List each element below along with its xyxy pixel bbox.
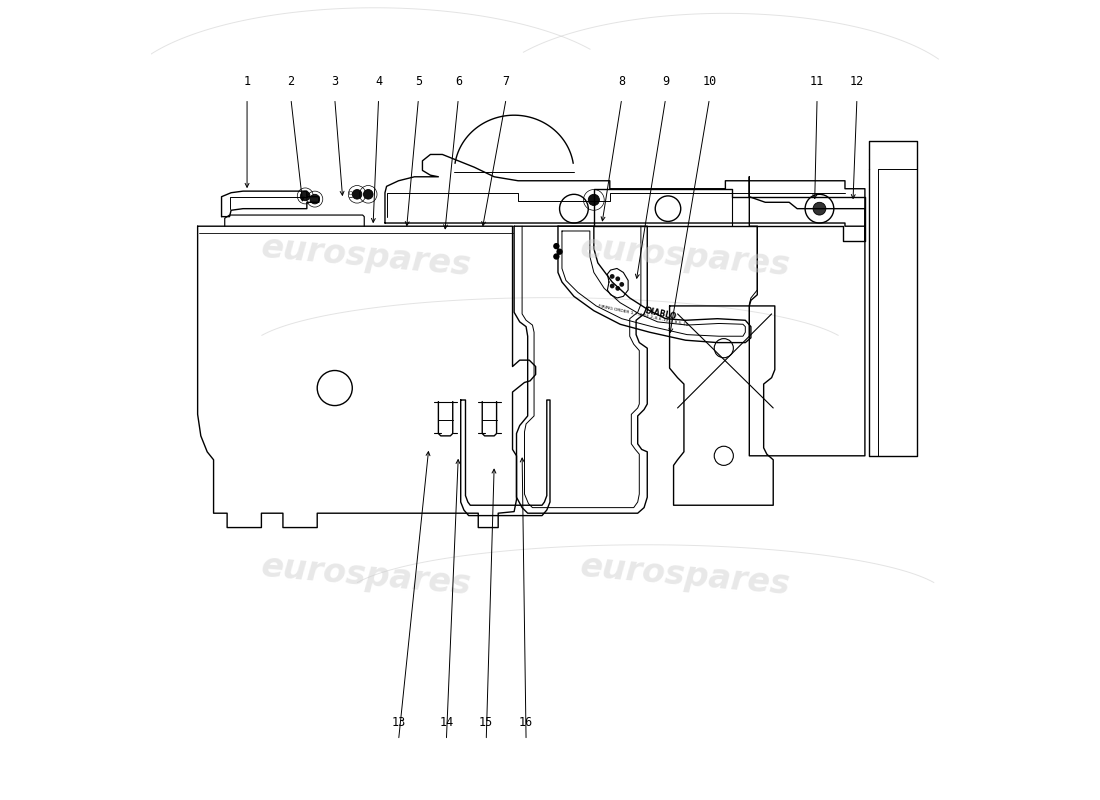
Text: 1: 1: [243, 74, 251, 88]
Text: 6: 6: [454, 74, 462, 88]
Text: FIRING ORDER 1-7-4-10-2-8-6-12-3-9-5-11: FIRING ORDER 1-7-4-10-2-8-6-12-3-9-5-11: [597, 304, 689, 327]
Text: 8: 8: [618, 74, 625, 88]
Circle shape: [813, 202, 826, 215]
Circle shape: [553, 254, 560, 260]
Circle shape: [557, 249, 563, 255]
Text: 5: 5: [415, 74, 422, 88]
Text: eurospares: eurospares: [579, 231, 792, 282]
Text: 9: 9: [662, 74, 669, 88]
Text: D: D: [349, 191, 353, 196]
Circle shape: [609, 284, 615, 288]
Text: 11: 11: [810, 74, 824, 88]
Circle shape: [609, 274, 615, 279]
Text: eurospares: eurospares: [260, 550, 473, 601]
Text: eurospares: eurospares: [579, 550, 792, 601]
Circle shape: [553, 243, 560, 250]
Circle shape: [310, 194, 320, 204]
Text: eurospares: eurospares: [260, 231, 473, 282]
Text: 16: 16: [519, 716, 534, 730]
Text: 14: 14: [439, 716, 453, 730]
Text: 12: 12: [850, 74, 865, 88]
Text: 2: 2: [287, 74, 295, 88]
Circle shape: [615, 277, 620, 282]
Circle shape: [588, 194, 600, 206]
Circle shape: [363, 190, 373, 199]
Text: 7: 7: [503, 74, 509, 88]
Text: 10: 10: [702, 74, 716, 88]
Text: 3: 3: [331, 74, 339, 88]
Text: DIABLO: DIABLO: [645, 306, 678, 322]
Circle shape: [619, 282, 624, 286]
Circle shape: [615, 286, 620, 290]
Text: 15: 15: [480, 716, 493, 730]
Text: 4: 4: [375, 74, 382, 88]
Circle shape: [300, 191, 310, 201]
Circle shape: [352, 190, 362, 199]
Text: 13: 13: [392, 716, 406, 730]
